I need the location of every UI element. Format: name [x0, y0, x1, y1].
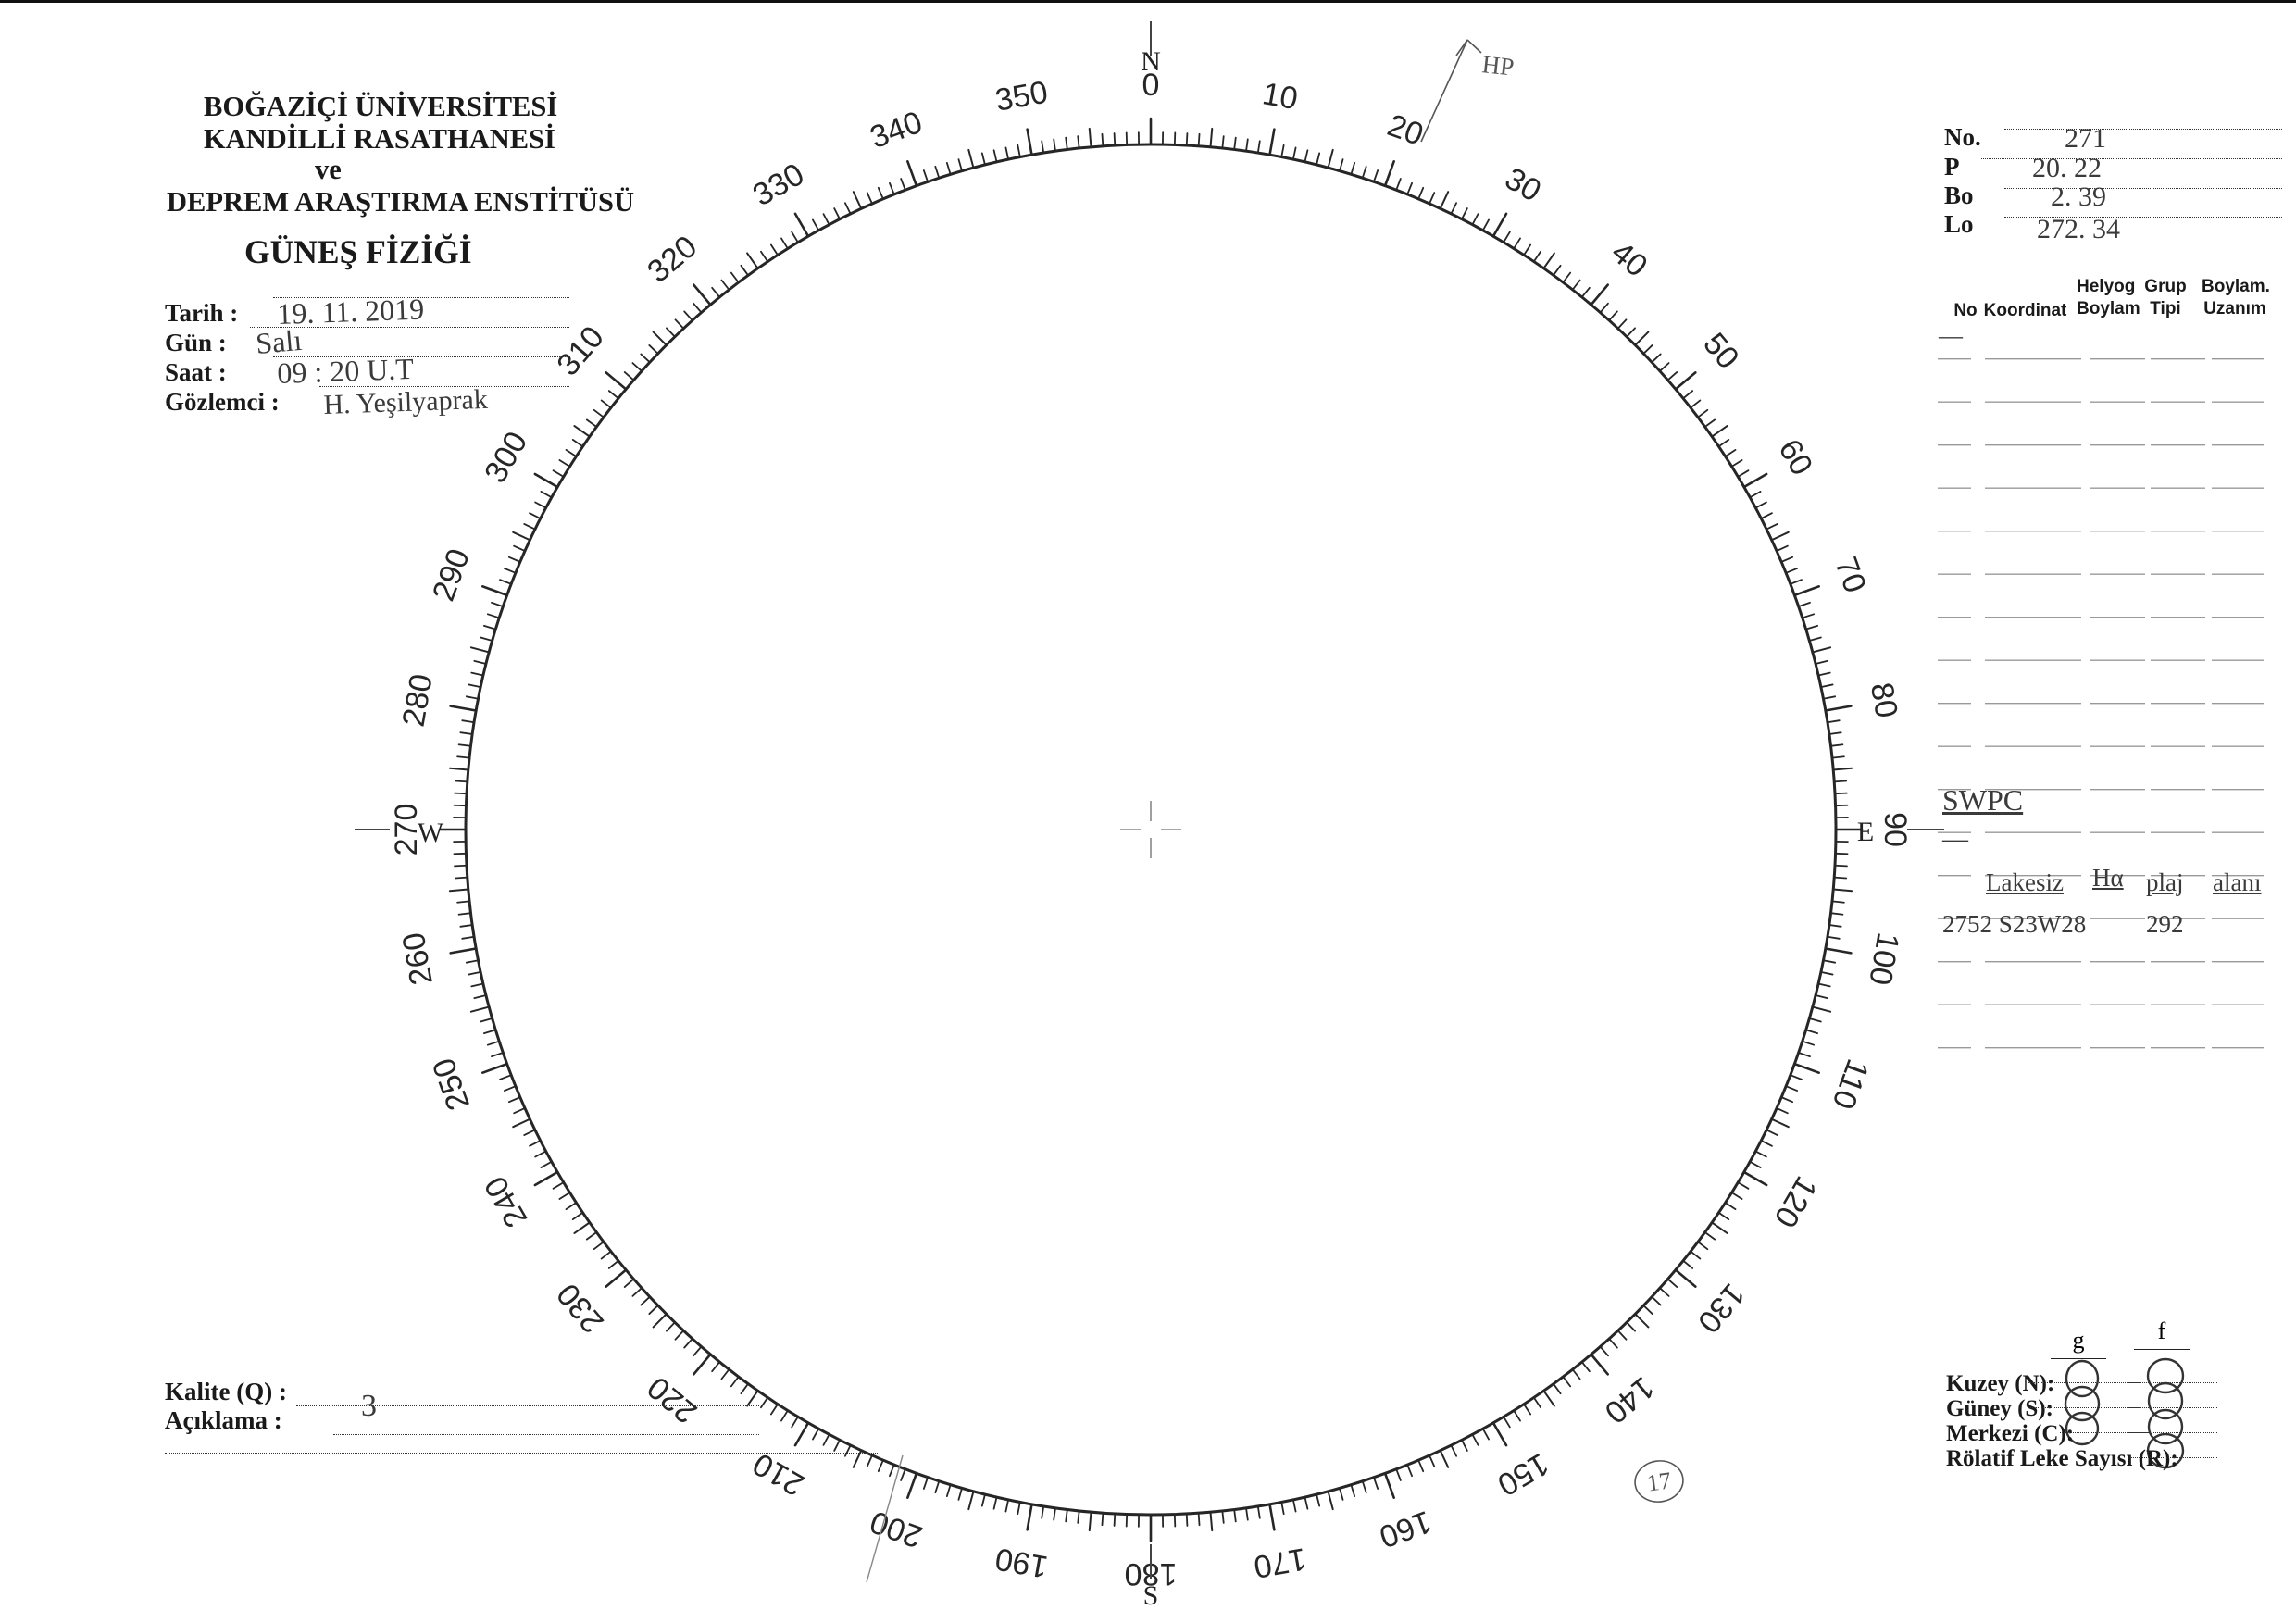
svg-text:20: 20 [1383, 107, 1429, 153]
svg-text:170: 170 [1251, 1541, 1308, 1584]
svg-text:30: 30 [1499, 161, 1547, 209]
svg-text:330: 330 [747, 156, 810, 213]
svg-text:190: 190 [992, 1541, 1050, 1584]
svg-text:250: 250 [426, 1054, 477, 1115]
svg-text:80: 80 [1864, 680, 1904, 720]
svg-text:HP: HP [1480, 50, 1515, 81]
svg-text:260: 260 [396, 930, 440, 987]
svg-text:230: 230 [550, 1277, 611, 1340]
svg-text:10: 10 [1260, 76, 1301, 117]
svg-text:200: 200 [866, 1504, 927, 1554]
svg-text:140: 140 [1598, 1369, 1661, 1430]
svg-text:100: 100 [1862, 930, 1905, 987]
svg-text:120: 120 [1767, 1170, 1824, 1233]
svg-text:160: 160 [1375, 1504, 1436, 1554]
svg-text:60: 60 [1771, 433, 1819, 481]
svg-text:40: 40 [1604, 234, 1653, 283]
svg-text:280: 280 [396, 671, 440, 729]
svg-text:290: 290 [426, 544, 477, 606]
svg-text:110: 110 [1825, 1055, 1875, 1114]
svg-text:240: 240 [478, 1170, 534, 1233]
svg-text:340: 340 [866, 105, 927, 156]
svg-text:70: 70 [1828, 553, 1873, 598]
svg-text:17: 17 [1645, 1467, 1673, 1496]
svg-text:W: W [418, 818, 444, 848]
svg-text:50: 50 [1696, 326, 1745, 375]
svg-text:S: S [1143, 1580, 1159, 1611]
svg-text:E: E [1857, 817, 1874, 847]
svg-text:130: 130 [1691, 1277, 1752, 1340]
svg-text:150: 150 [1491, 1446, 1554, 1503]
svg-text:300: 300 [478, 426, 534, 489]
svg-text:350: 350 [992, 75, 1050, 119]
svg-text:320: 320 [641, 229, 704, 290]
